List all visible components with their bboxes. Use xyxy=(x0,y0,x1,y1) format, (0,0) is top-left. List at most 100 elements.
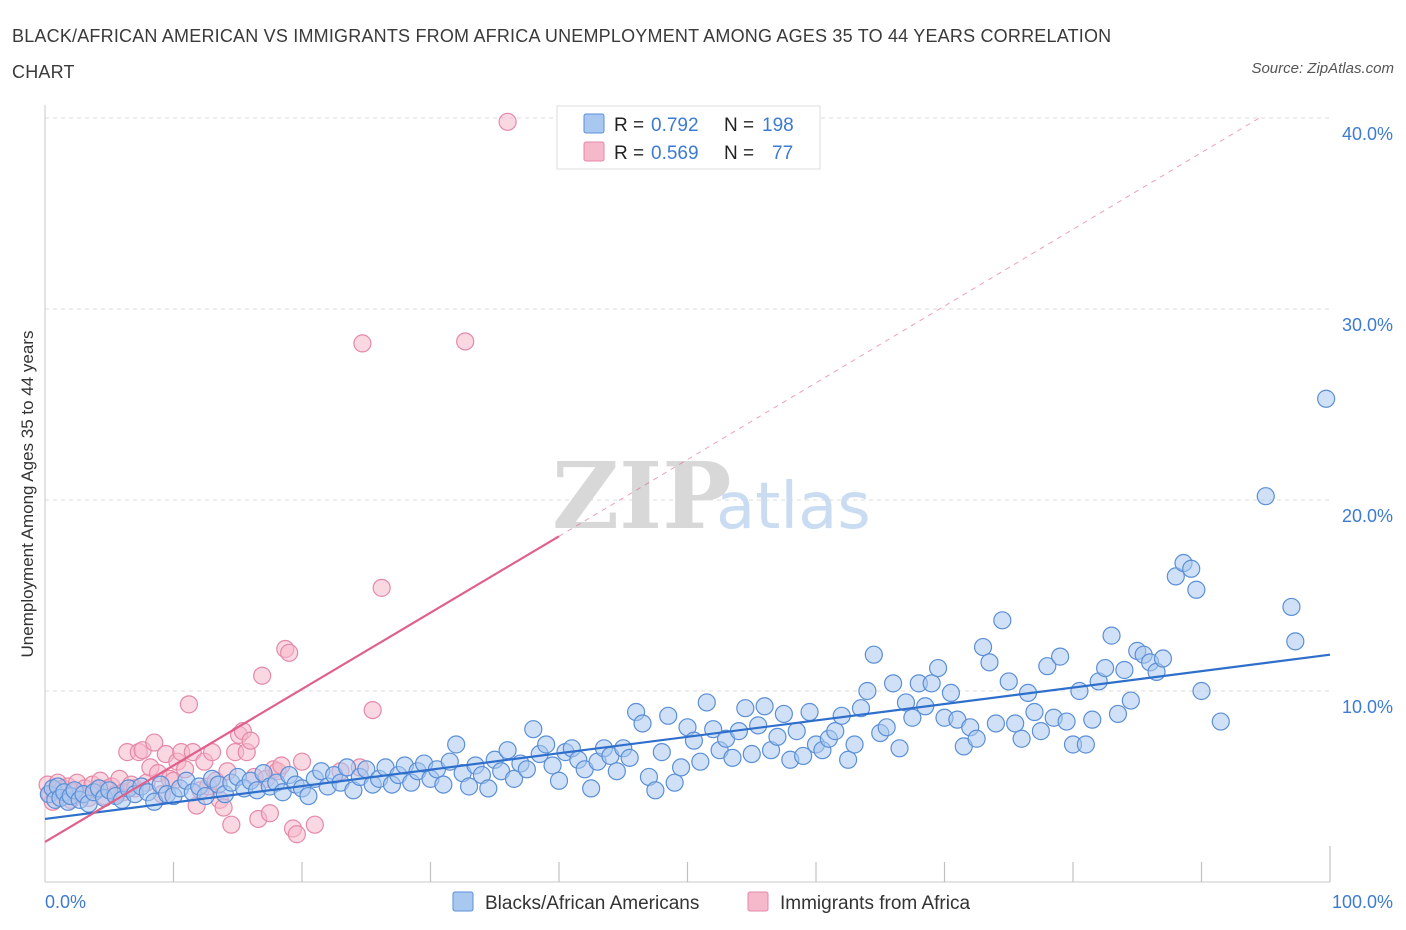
blue-point-150 xyxy=(967,729,986,748)
pink-point-76 xyxy=(456,332,475,351)
blue-point-124 xyxy=(800,702,819,722)
blue-point-185 xyxy=(1211,712,1230,731)
pink-trend-extension xyxy=(558,117,1260,537)
blue-point-133 xyxy=(858,681,877,701)
bottom-legend-swatch-pink xyxy=(747,891,769,912)
blue-point-187 xyxy=(1282,597,1301,617)
legend-swatch-blue xyxy=(583,113,605,134)
blue-point-122 xyxy=(787,722,806,741)
blue-point-108 xyxy=(697,693,716,712)
blue-point-78 xyxy=(504,769,524,788)
blue-point-139 xyxy=(896,693,916,712)
blue-point-128 xyxy=(826,722,845,741)
bottom-legend-label-pink: Immigrants from Africa xyxy=(780,893,970,914)
blue-point-180 xyxy=(1166,567,1185,586)
bottom-legend-label-blue: Blacks/African Americans xyxy=(485,893,699,914)
blue-point-114 xyxy=(736,699,755,718)
source-label: Source: ZipAtlas.com xyxy=(1251,60,1394,77)
pink-point-66 xyxy=(280,643,299,662)
blue-point-179 xyxy=(1153,649,1173,668)
legend-n-value-blue: 198 xyxy=(762,115,794,136)
blue-point-83 xyxy=(537,735,556,754)
y-tick-label-2: 30.0% xyxy=(1342,315,1393,335)
blue-point-119 xyxy=(768,727,787,746)
blue-point-172 xyxy=(1108,704,1128,724)
legend-n-label-pink: N = xyxy=(724,143,754,164)
blue-point-102 xyxy=(659,706,678,725)
y-tick-label-1: 20.0% xyxy=(1342,506,1393,526)
blue-point-130 xyxy=(839,750,858,769)
blue-point-96 xyxy=(620,748,639,767)
blue-point-137 xyxy=(883,674,903,693)
blue-point-156 xyxy=(1006,714,1025,733)
series-legend: Blacks/African Americans Immigrants from… xyxy=(452,891,970,914)
pink-point-69 xyxy=(292,752,312,771)
blue-point-144 xyxy=(928,658,948,678)
blue-point-163 xyxy=(1051,647,1070,666)
blue-point-152 xyxy=(980,653,999,672)
blue-point-115 xyxy=(742,744,761,764)
legend-n-label-blue: N = xyxy=(724,115,754,136)
blue-point-30 xyxy=(196,786,215,806)
blue-point-188 xyxy=(1286,632,1305,651)
pink-point-40 xyxy=(179,695,199,714)
blue-point-184 xyxy=(1192,681,1211,701)
blue-point-138 xyxy=(890,739,909,758)
blue-point-174 xyxy=(1121,691,1140,710)
blue-point-67 xyxy=(434,775,453,794)
bottom-legend-swatch-blue xyxy=(452,891,474,912)
blue-point-154 xyxy=(993,611,1012,630)
blue-point-71 xyxy=(459,777,479,796)
pink-point-74 xyxy=(363,700,382,720)
blue-point-100 xyxy=(646,781,665,800)
x-tick-label-1: 100.0% xyxy=(1332,892,1393,912)
blue-point-90 xyxy=(582,779,601,798)
chart-title: BLACK/AFRICAN AMERICAN VS IMMIGRANTS FRO… xyxy=(12,26,1112,82)
blue-point-164 xyxy=(1057,712,1076,731)
blue-point-84 xyxy=(543,756,562,775)
blue-point-123 xyxy=(794,746,813,766)
blue-point-146 xyxy=(941,683,961,703)
blue-point-85 xyxy=(549,771,569,790)
pink-point-75 xyxy=(372,578,391,597)
blue-point-77 xyxy=(498,741,517,760)
blue-point-94 xyxy=(607,762,626,781)
blue-point-116 xyxy=(749,716,768,735)
blue-point-183 xyxy=(1187,580,1206,599)
blue-point-103 xyxy=(665,773,684,792)
blue-point-140 xyxy=(903,708,922,727)
pink-point-77 xyxy=(498,112,517,131)
watermark-atlas: atlas xyxy=(716,470,871,544)
watermark-zip: ZIP xyxy=(552,442,731,550)
blue-point-117 xyxy=(755,697,774,716)
blue-point-161 xyxy=(1038,657,1057,676)
pink-point-70 xyxy=(305,815,324,834)
blue-point-153 xyxy=(986,714,1006,733)
watermark: ZIP atlas xyxy=(552,442,871,550)
y-axis-label: Unemployment Among Ages 35 to 44 years xyxy=(18,331,37,658)
blue-point-52 xyxy=(337,758,357,777)
legend-r-label-pink: R = xyxy=(614,143,644,164)
pink-trend-line xyxy=(44,535,560,843)
blue-point-182 xyxy=(1182,559,1201,578)
pink-point-51 xyxy=(222,815,241,834)
grid-lines xyxy=(45,117,1330,692)
blue-point-159 xyxy=(1025,702,1044,722)
pink-point-61 xyxy=(260,804,279,823)
pink-point-59 xyxy=(253,666,272,685)
pink-point-68 xyxy=(287,825,306,844)
blue-point-101 xyxy=(652,743,671,762)
blue-point-155 xyxy=(999,672,1018,691)
blue-point-171 xyxy=(1102,626,1121,645)
blue-point-81 xyxy=(524,720,543,739)
legend-swatch-pink xyxy=(583,141,605,162)
legend-r-value-pink: 0.569 xyxy=(651,143,699,164)
blue-point-104 xyxy=(671,758,691,777)
blue-point-107 xyxy=(691,752,710,771)
blue-point-46 xyxy=(299,786,318,806)
blue-point-80 xyxy=(517,760,536,779)
y-tick-labels: 10.0% 20.0% 30.0% 40.0% xyxy=(1342,124,1393,717)
pink-point-73 xyxy=(353,334,372,353)
axes xyxy=(44,105,1331,883)
